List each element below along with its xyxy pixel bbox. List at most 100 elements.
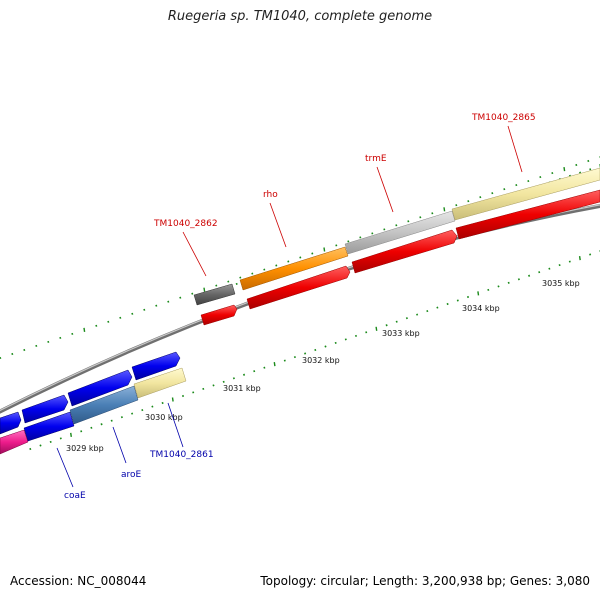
ruler-minor-tick — [212, 384, 215, 387]
gene-feature-aroE[interactable] — [69, 385, 139, 425]
gene-feature-blue-arrow[interactable] — [67, 369, 133, 407]
ruler-minor-tick — [416, 313, 419, 316]
gene-feature-red-arrow[interactable] — [351, 229, 458, 274]
ruler-minor-tick — [385, 324, 388, 327]
ruler-minor-tick — [324, 345, 327, 348]
ruler-minor-tick — [528, 274, 531, 277]
ruler-minor-tick — [35, 344, 38, 347]
ruler-minor-tick — [436, 306, 439, 309]
ruler-ticks-lower — [29, 250, 600, 451]
genome-backbone — [0, 203, 600, 414]
label-leader-line — [56, 447, 74, 488]
gene-feature-tm1040-2865[interactable] — [451, 167, 600, 221]
ruler-minor-tick — [100, 423, 103, 426]
genome-backbone-highlight — [0, 204, 600, 412]
gene-feature-red-arrow[interactable] — [455, 189, 600, 240]
ruler-minor-tick — [517, 278, 520, 281]
gene-label[interactable]: coaE — [64, 491, 86, 501]
ruler-minor-tick — [80, 430, 83, 433]
ruler-minor-tick — [383, 228, 386, 231]
ruler-minor-tick — [95, 324, 98, 327]
ruler-label: 3029 kbp — [66, 444, 104, 453]
ruler-minor-tick — [191, 292, 194, 295]
ruler-minor-tick — [467, 200, 470, 203]
gene-feature-blue-arrow[interactable] — [0, 411, 22, 435]
ruler-minor-tick — [90, 426, 93, 429]
ruler-major-tick — [83, 327, 86, 333]
ruler-minor-tick — [575, 163, 578, 167]
ruler-major-tick — [70, 432, 72, 438]
ruler-minor-tick — [456, 299, 459, 302]
ruler-major-tick — [563, 166, 566, 172]
ruler-minor-tick — [299, 256, 302, 259]
label-leader-line — [507, 125, 523, 173]
gene-label[interactable]: TM1040_2865 — [471, 113, 536, 123]
gene-feature-blue-arrow[interactable] — [21, 394, 69, 424]
ruler-label: 3033 kbp — [382, 329, 420, 338]
ruler-minor-tick — [293, 356, 296, 359]
gene-feature-tm1040-2862[interactable] — [193, 283, 236, 306]
label-leader-line — [167, 402, 184, 448]
ruler-minor-tick — [344, 338, 347, 341]
map-title: Ruegeria sp. TM1040, complete genome — [167, 9, 433, 24]
ruler-minor-tick — [419, 216, 422, 219]
ruler-minor-tick — [251, 272, 254, 275]
ruler-minor-tick — [243, 373, 246, 376]
ruler-major-tick — [273, 361, 276, 367]
ruler-minor-tick — [181, 394, 185, 398]
ruler-minor-tick — [151, 405, 154, 408]
gene-feature-rho[interactable] — [239, 246, 349, 291]
ruler-minor-tick — [479, 196, 482, 199]
ruler-major-tick — [443, 207, 446, 212]
label-leader-line — [269, 202, 287, 248]
gene-label[interactable]: aroE — [121, 470, 142, 480]
gene-feature-red-arrow[interactable] — [200, 304, 238, 326]
gene-label[interactable]: TM1040_2862 — [153, 219, 218, 229]
ruler-major-tick — [171, 397, 174, 402]
ruler-minor-tick — [365, 331, 368, 334]
ruler-minor-tick — [497, 285, 500, 288]
ruler-minor-tick — [39, 444, 42, 447]
ruler-minor-tick — [407, 220, 410, 223]
ruler-minor-tick — [59, 437, 62, 440]
ruler-minor-tick — [455, 204, 458, 207]
ruler-minor-tick — [227, 280, 230, 283]
ruler-minor-tick — [426, 310, 429, 313]
ruler-minor-tick — [558, 264, 561, 267]
ruler-minor-tick — [304, 352, 307, 355]
gene-feature-red-arrow[interactable] — [246, 265, 351, 310]
ruler-minor-tick — [283, 359, 286, 362]
ruler-minor-tick — [110, 419, 113, 422]
label-leader-line — [376, 166, 394, 213]
ruler-minor-tick — [263, 366, 266, 369]
ruler-minor-tick — [119, 316, 122, 319]
ruler-minor-tick — [466, 295, 470, 299]
gene-feature-blue-arrow[interactable] — [23, 411, 75, 442]
ruler-minor-tick — [589, 168, 592, 171]
ruler-minor-tick — [568, 260, 571, 263]
ruler-major-tick — [203, 287, 206, 292]
ruler-minor-tick — [202, 387, 205, 390]
ruler-minor-tick — [395, 320, 398, 323]
gene-label[interactable]: rho — [263, 190, 278, 200]
gene-label[interactable]: TM1040_2861 — [149, 450, 214, 460]
ruler-minor-tick — [239, 276, 242, 279]
gene-feature-blue-arrow[interactable] — [131, 351, 181, 381]
ruler-minor-tick — [371, 232, 374, 235]
ruler-minor-tick — [354, 334, 358, 337]
ruler-minor-tick — [335, 244, 338, 247]
gene-feature-coaE[interactable] — [0, 429, 29, 455]
ruler-minor-tick — [287, 260, 290, 263]
ruler-minor-tick — [49, 440, 52, 443]
ruler-minor-tick — [589, 253, 592, 256]
ruler-minor-tick — [222, 380, 225, 383]
ruler-minor-tick — [538, 271, 541, 274]
gene-feature-trmE[interactable] — [344, 210, 456, 255]
ruler-minor-tick — [347, 240, 350, 243]
ruler-major-tick — [578, 255, 581, 261]
gene-label[interactable]: trmE — [365, 154, 387, 164]
ruler-minor-tick — [11, 352, 14, 356]
ruler-minor-tick — [587, 159, 590, 163]
gene-feature-tm1040-2861[interactable] — [133, 367, 187, 399]
